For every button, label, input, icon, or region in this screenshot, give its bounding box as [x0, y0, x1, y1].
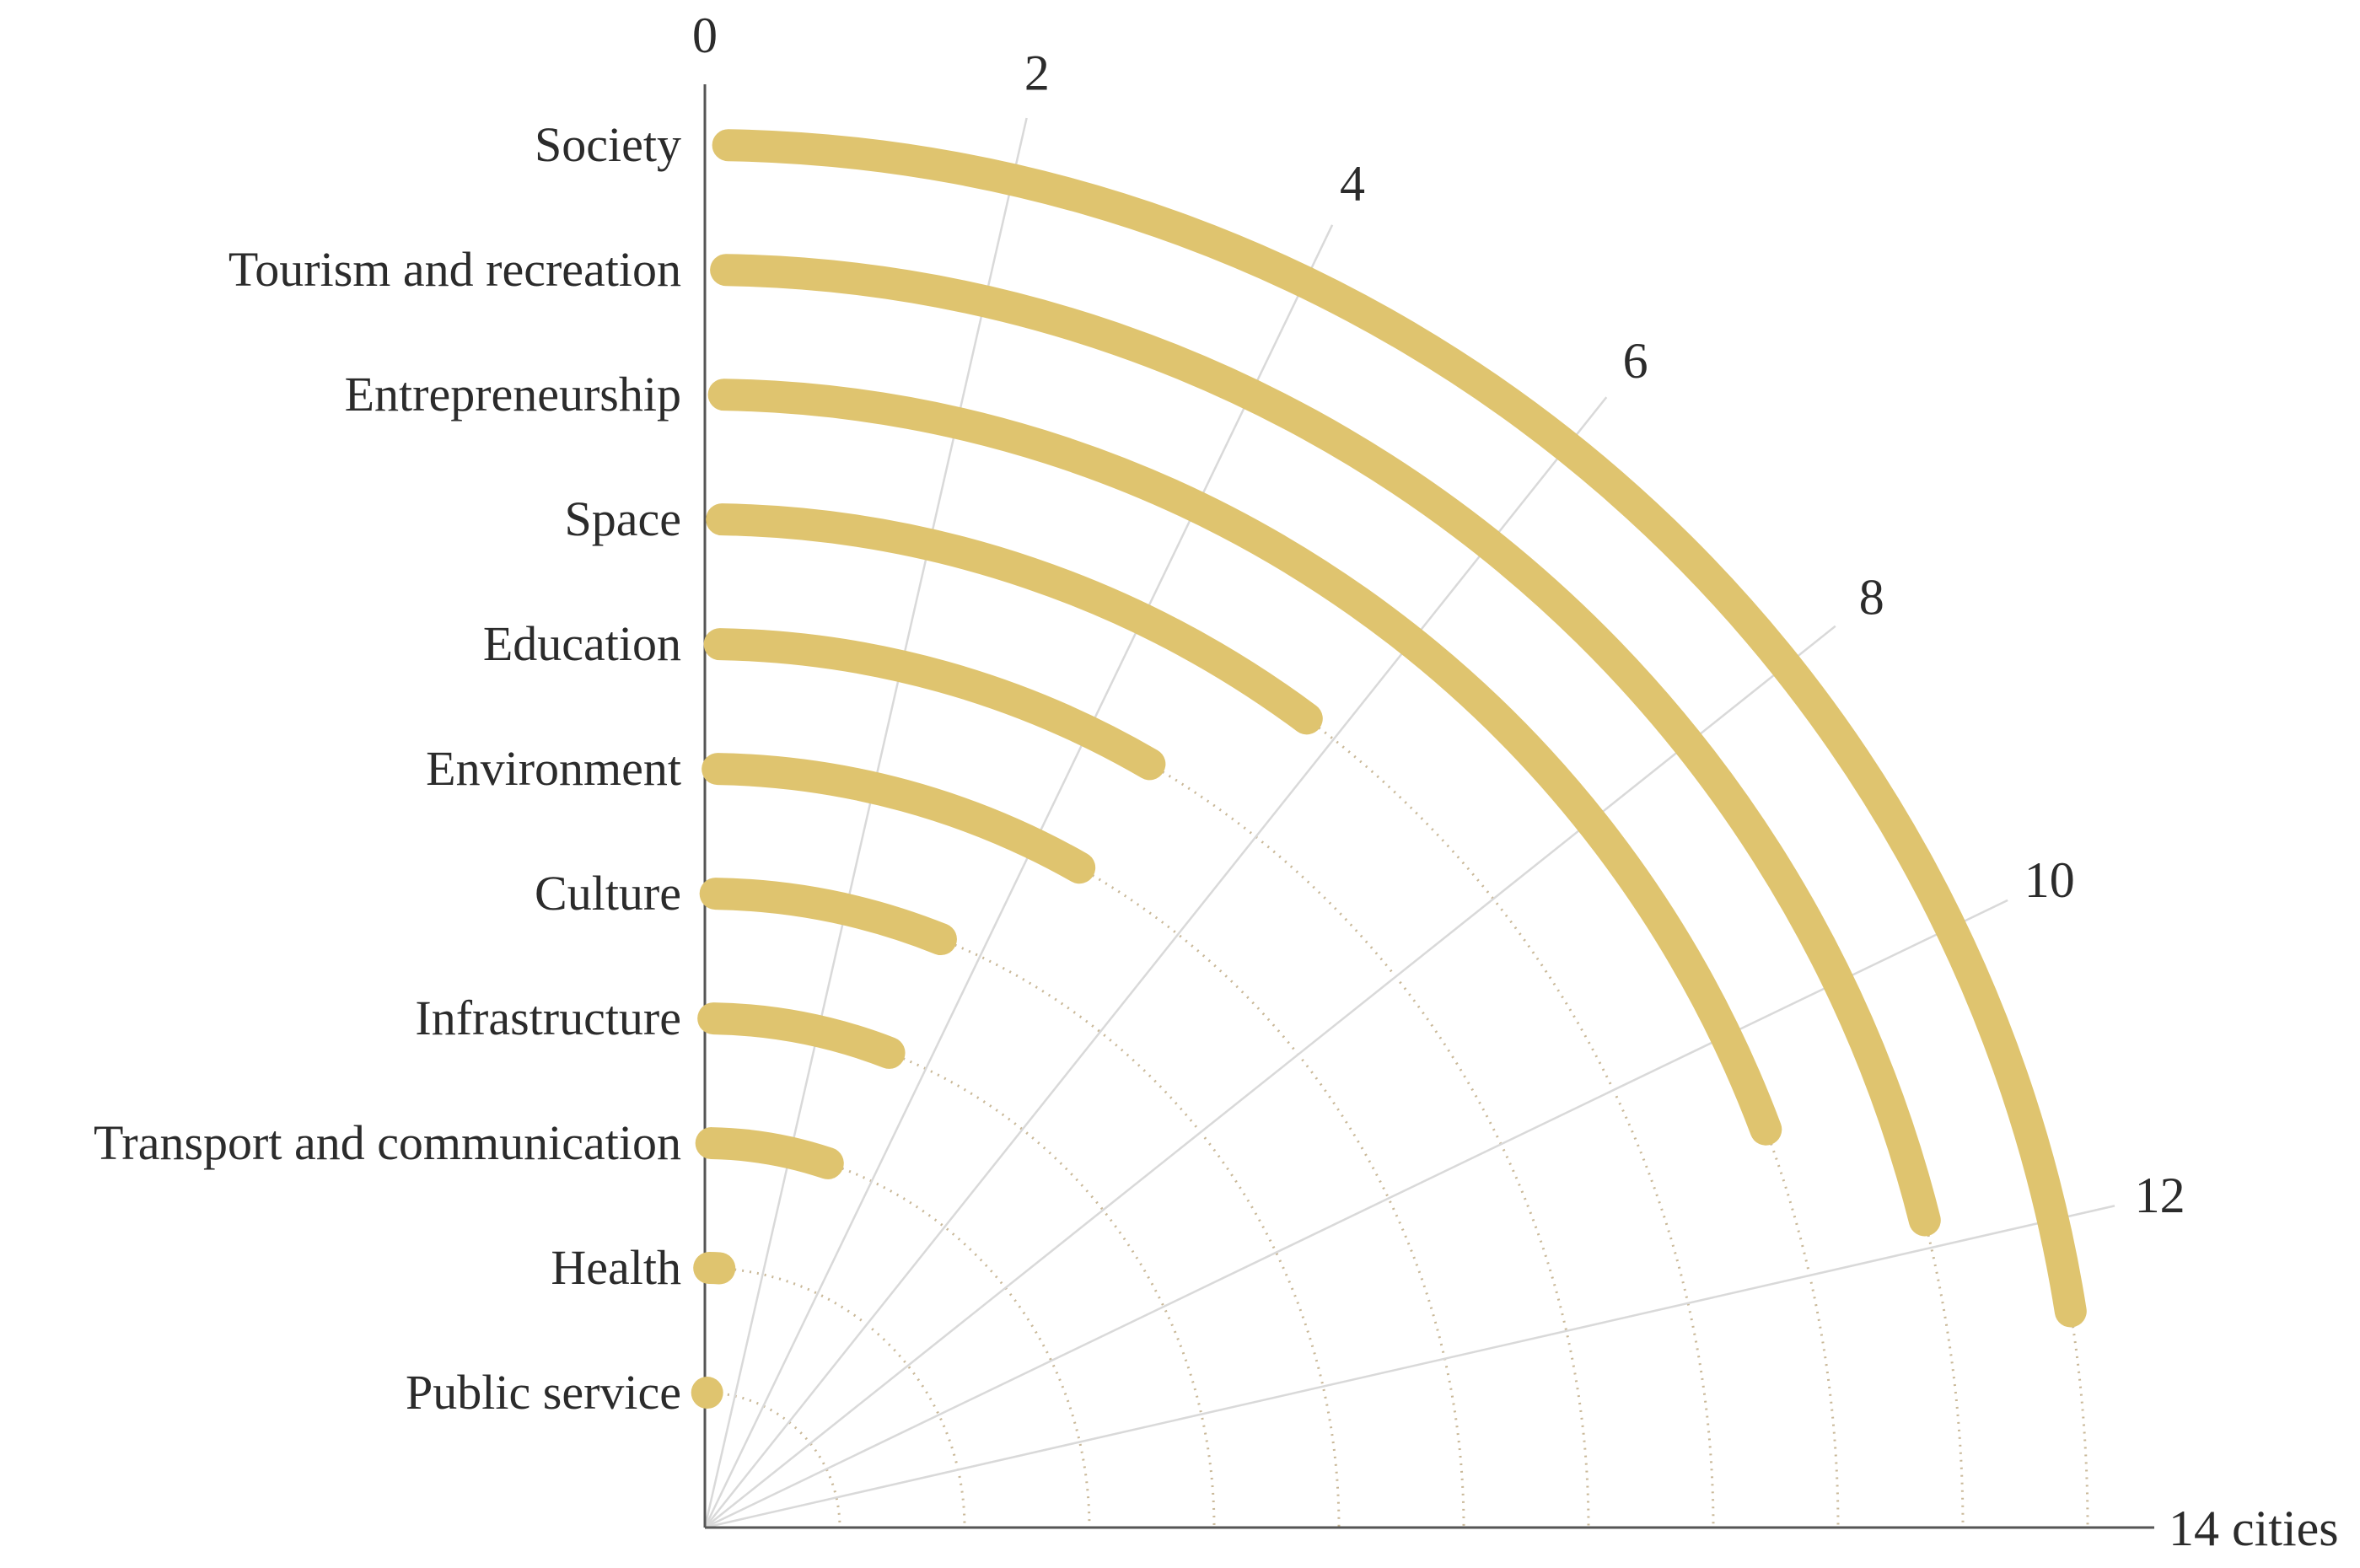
category-label: Education	[483, 616, 681, 671]
guide-arc	[1305, 717, 1715, 1528]
bar	[710, 254, 1941, 1237]
bar	[702, 753, 1096, 884]
category-label: Environment	[426, 741, 681, 796]
category-label: Society	[535, 117, 681, 172]
tick-spoke	[703, 224, 1334, 1528]
bar	[695, 1127, 844, 1179]
tick-spoke	[704, 396, 1608, 1528]
category-label: Space	[565, 491, 682, 546]
bars	[691, 129, 2087, 1410]
tick-label: 4	[1340, 155, 1365, 211]
category-label: Infrastructure	[415, 991, 681, 1045]
guide-arc	[889, 1051, 1216, 1528]
bar	[697, 1002, 906, 1069]
category-label: Culture	[535, 866, 681, 921]
tick-label: 0	[692, 8, 718, 63]
tick-labels: 0 2 4 6 8 10 12	[692, 8, 2185, 1223]
guide-arc	[940, 937, 1341, 1528]
bar	[691, 1377, 723, 1410]
tick-spokes	[703, 117, 2115, 1529]
guide-arc	[1148, 763, 1590, 1528]
bar	[706, 503, 1323, 735]
tick-spoke	[704, 899, 2008, 1529]
category-label: Health	[551, 1240, 681, 1295]
guide-arc	[1923, 1220, 1965, 1528]
guide-arc	[704, 1391, 841, 1528]
tick-spoke	[704, 1205, 2115, 1529]
category-label: Public service	[406, 1365, 681, 1420]
bar	[707, 379, 1782, 1146]
tick-label: 6	[1623, 333, 1648, 389]
tick-label: 2	[1024, 45, 1050, 100]
bar	[703, 628, 1166, 781]
tick-label: 8	[1859, 569, 1884, 625]
guide-arc	[827, 1162, 1091, 1528]
category-label: Tourism and recreation	[228, 242, 681, 297]
unit-label: 14 cities	[2169, 1501, 2339, 1556]
category-label: Entrepreneurship	[345, 367, 681, 422]
tick-spoke	[704, 625, 1836, 1528]
category-label: Transport and communication	[94, 1115, 681, 1170]
axes	[703, 84, 2154, 1529]
tick-spoke	[703, 117, 1028, 1528]
tick-label: 12	[2135, 1168, 2185, 1223]
bar	[699, 878, 957, 956]
guide-arc	[1764, 1129, 1840, 1528]
tick-label: 10	[2024, 852, 2075, 908]
bar	[712, 129, 2087, 1328]
category-labels: Society Tourism and recreation Entrepreneu…	[94, 117, 681, 1420]
guide-arc	[2069, 1311, 2089, 1528]
